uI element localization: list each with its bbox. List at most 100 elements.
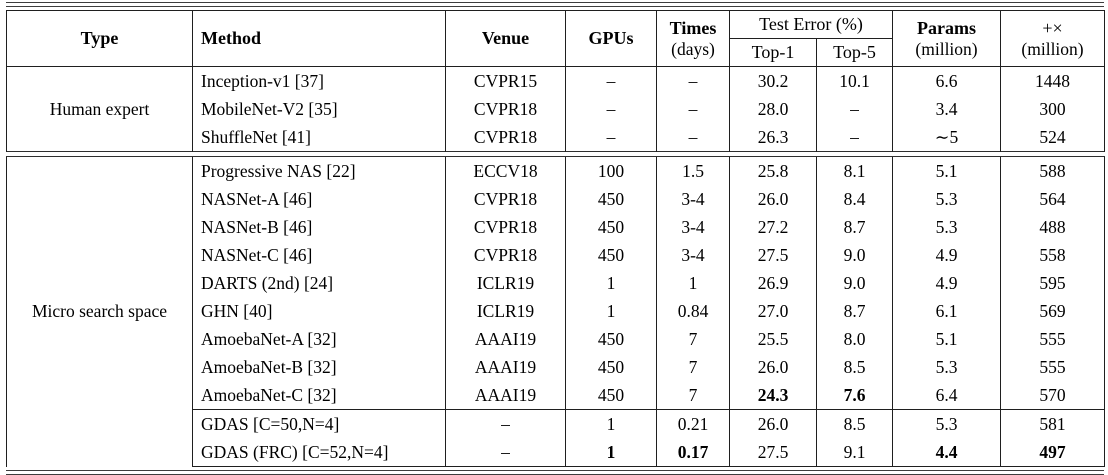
method-cell: AmoebaNet-B [32] <box>192 353 446 381</box>
venue-cell: ECCV18 <box>445 156 566 185</box>
madds-cell: 569 <box>1000 297 1106 325</box>
top5-cell: 10.1 <box>815 66 894 95</box>
method-cell: DARTS (2nd) [24] <box>192 269 446 297</box>
gpus-cell: 100 <box>565 156 657 185</box>
top5-cell: 8.1 <box>815 156 894 185</box>
table-row: ShuffleNet [41] CVPR18– –26.3– ∼5 524 <box>7 123 1106 152</box>
method-cell: AmoebaNet-C [32] <box>192 381 446 410</box>
gpus-cell: 450 <box>565 241 657 269</box>
top5-cell: – <box>815 95 894 123</box>
madds-cell: 524 <box>1000 123 1106 152</box>
times-cell: – <box>656 123 730 152</box>
top1-cell: 24.3 <box>729 381 817 410</box>
header-gpus: GPUs <box>565 10 657 67</box>
table-row: AmoebaNet-C [32] AAAI19 450 7 24.3 7.6 6.4 570 <box>7 381 1106 410</box>
gpus-cell: 1 <box>565 297 657 325</box>
madds-cell: 570 <box>1000 381 1106 410</box>
times-cell: 7 <box>656 325 730 353</box>
madds-cell: 581 <box>1000 409 1106 438</box>
params-cell: 5.3 <box>892 353 1002 381</box>
times-cell: 3-4 <box>656 185 730 213</box>
table-row: Human expert Inception-v1 [37] CVPR15– –30.… <box>6 66 1106 152</box>
venue-cell: CVPR18 <box>445 123 566 152</box>
top1-cell: 28.0 <box>729 95 817 123</box>
method-cell: NASNet-C [46] <box>192 241 446 269</box>
gpus-cell: 450 <box>565 185 657 213</box>
params-cell: ∼5 <box>892 123 1002 152</box>
table-body: Human expert Inception-v1 [37] CVPR15– –30.… <box>6 66 1106 467</box>
table-header: Type Method Venue GPUs Times (days) Test… <box>6 10 1106 67</box>
method-cell: MobileNet-V2 [35] <box>192 95 446 123</box>
params-cell: 5.1 <box>892 325 1002 353</box>
params-cell: 4.9 <box>892 241 1002 269</box>
table-row: AmoebaNet-B [32] AAAI19 450 7 26.0 8.5 5.3 555 <box>7 353 1106 381</box>
table-row: AmoebaNet-A [32] AAAI19 450 7 25.5 8.0 5.1 555 <box>7 325 1106 353</box>
header-venue: Venue <box>445 10 566 67</box>
section-divider <box>6 151 1105 157</box>
top5-cell: 8.0 <box>815 325 894 353</box>
venue-cell: AAAI19 <box>445 381 566 410</box>
header-times-label: Times <box>669 17 717 38</box>
header-row-2: Top-1 Top-5 <box>7 38 1105 67</box>
times-cell: 7 <box>656 353 730 381</box>
table-row: MobileNet-V2 [35] CVPR18– –28.0–3.4 300 <box>7 95 1106 123</box>
top1-cell: 26.0 <box>729 185 817 213</box>
nas-results-table: Type Method Venue GPUs Times (days) Test… <box>6 10 1106 467</box>
method-cell: NASNet-B [46] <box>192 213 446 241</box>
times-cell: 3-4 <box>656 241 730 269</box>
method-cell: Inception-v1 [37] <box>192 66 446 95</box>
top5-cell: 7.6 <box>815 381 894 410</box>
gpus-cell: – <box>565 95 657 123</box>
header-times-unit: (days) <box>671 38 715 59</box>
top1-cell: 26.0 <box>729 353 817 381</box>
params-cell: 5.3 <box>892 185 1002 213</box>
gpus-cell: 450 <box>565 325 657 353</box>
params-cell: 6.6 <box>892 66 1002 95</box>
params-cell: 6.4 <box>892 381 1002 410</box>
gpus-cell: 450 <box>565 353 657 381</box>
gpus-cell: – <box>565 66 657 95</box>
method-cell: ShuffleNet [41] <box>192 123 446 152</box>
venue-cell: ICLR19 <box>445 269 566 297</box>
header-row-1: Type Method Venue GPUs Times (days) Test… <box>6 10 1106 67</box>
header-type: Type <box>6 10 193 67</box>
method-cell: GHN [40] <box>192 297 446 325</box>
header-madds-unit: (million) <box>1021 38 1084 59</box>
header-top5: Top-5 <box>815 38 894 67</box>
type-cell: Micro search space <box>6 156 193 467</box>
top5-cell: 9.1 <box>815 438 894 467</box>
table-row: GHN [40] ICLR19 1 0.84 27.0 8.7 6.1 569 <box>7 297 1106 325</box>
venue-cell: – <box>445 438 566 467</box>
header-params-label: Params <box>917 17 976 38</box>
venue-cell: – <box>445 409 566 438</box>
times-cell: 1.5 <box>656 156 730 185</box>
madds-cell: 488 <box>1000 213 1106 241</box>
top1-cell: 26.3 <box>729 123 817 152</box>
gpus-cell: 450 <box>565 381 657 410</box>
method-cell: Progressive NAS [22] <box>192 156 446 185</box>
gpus-cell: 450 <box>565 213 657 241</box>
top5-cell: 8.7 <box>815 297 894 325</box>
top5-cell: 9.0 <box>815 241 894 269</box>
params-cell: 5.1 <box>892 156 1002 185</box>
times-cell: 7 <box>656 381 730 410</box>
venue-cell: CVPR18 <box>445 185 566 213</box>
top5-cell: 8.7 <box>815 213 894 241</box>
params-cell: 4.9 <box>892 269 1002 297</box>
header-madds-label: +× <box>1042 17 1063 38</box>
results-table-wrap: Type Method Venue GPUs Times (days) Test… <box>6 2 1106 475</box>
times-cell: – <box>656 95 730 123</box>
madds-cell: 1448 <box>1000 66 1106 95</box>
table-row: GDAS (FRC) [C=52,N=4] –1 0.17 27.5 9.1 4.4 497 <box>7 438 1106 467</box>
params-cell: 5.3 <box>892 213 1002 241</box>
times-cell: 3-4 <box>656 213 730 241</box>
madds-cell: 555 <box>1000 353 1106 381</box>
bottom-double-rule <box>6 470 1104 475</box>
venue-cell: CVPR15 <box>445 66 566 95</box>
venue-cell: AAAI19 <box>445 353 566 381</box>
top-double-rule <box>6 2 1104 7</box>
gpus-cell: 1 <box>565 269 657 297</box>
table-row: NASNet-B [46] CVPR18 450 3-4 27.2 8.7 5.3 488 <box>7 213 1106 241</box>
top5-cell: – <box>815 123 894 152</box>
